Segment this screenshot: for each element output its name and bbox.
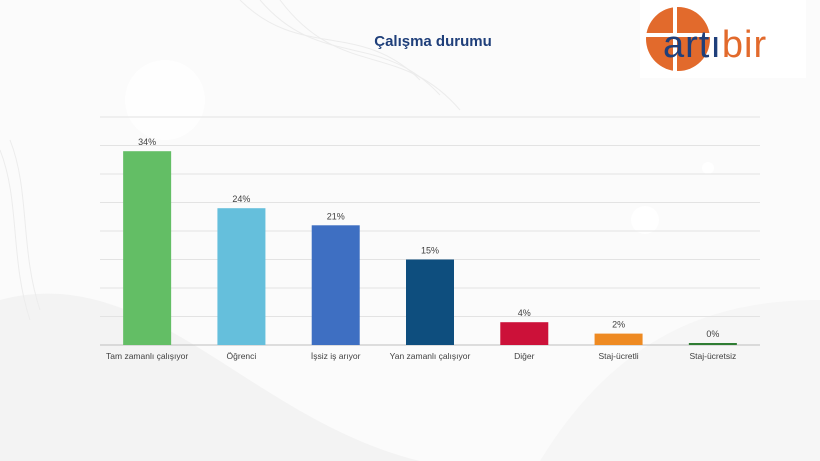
x-tick-label: Staj-ücretli (598, 351, 638, 361)
x-tick-label: Diğer (514, 351, 534, 361)
bar (500, 322, 549, 345)
bar (688, 343, 737, 345)
artibir-logo (640, 0, 806, 78)
logo-text: artıbir (663, 24, 767, 67)
data-label: 0% (706, 329, 719, 339)
logo-text-part1: artı (663, 24, 722, 66)
bar (406, 259, 454, 345)
bar (311, 225, 360, 345)
data-label: 34% (138, 137, 156, 147)
data-label: 15% (421, 246, 439, 256)
bar (217, 208, 266, 345)
x-tick-label: Staj-ücretsiz (689, 351, 736, 361)
x-tick-label: İşsiz iş arıyor (311, 351, 361, 361)
logo-mark-icon (646, 7, 710, 71)
bar (594, 333, 643, 345)
data-label: 4% (518, 308, 531, 318)
bar (123, 151, 172, 345)
data-label: 24% (232, 194, 250, 204)
x-tick-label: Tam zamanlı çalışıyor (106, 351, 188, 361)
x-tick-label: Öğrenci (227, 351, 257, 361)
chart-title: Çalışma durumu (374, 33, 492, 50)
data-label: 21% (327, 211, 345, 221)
logo-text-part2: bir (721, 24, 768, 66)
data-label: 2% (612, 320, 625, 330)
x-tick-label: Yan zamanlı çalışıyor (390, 351, 471, 361)
